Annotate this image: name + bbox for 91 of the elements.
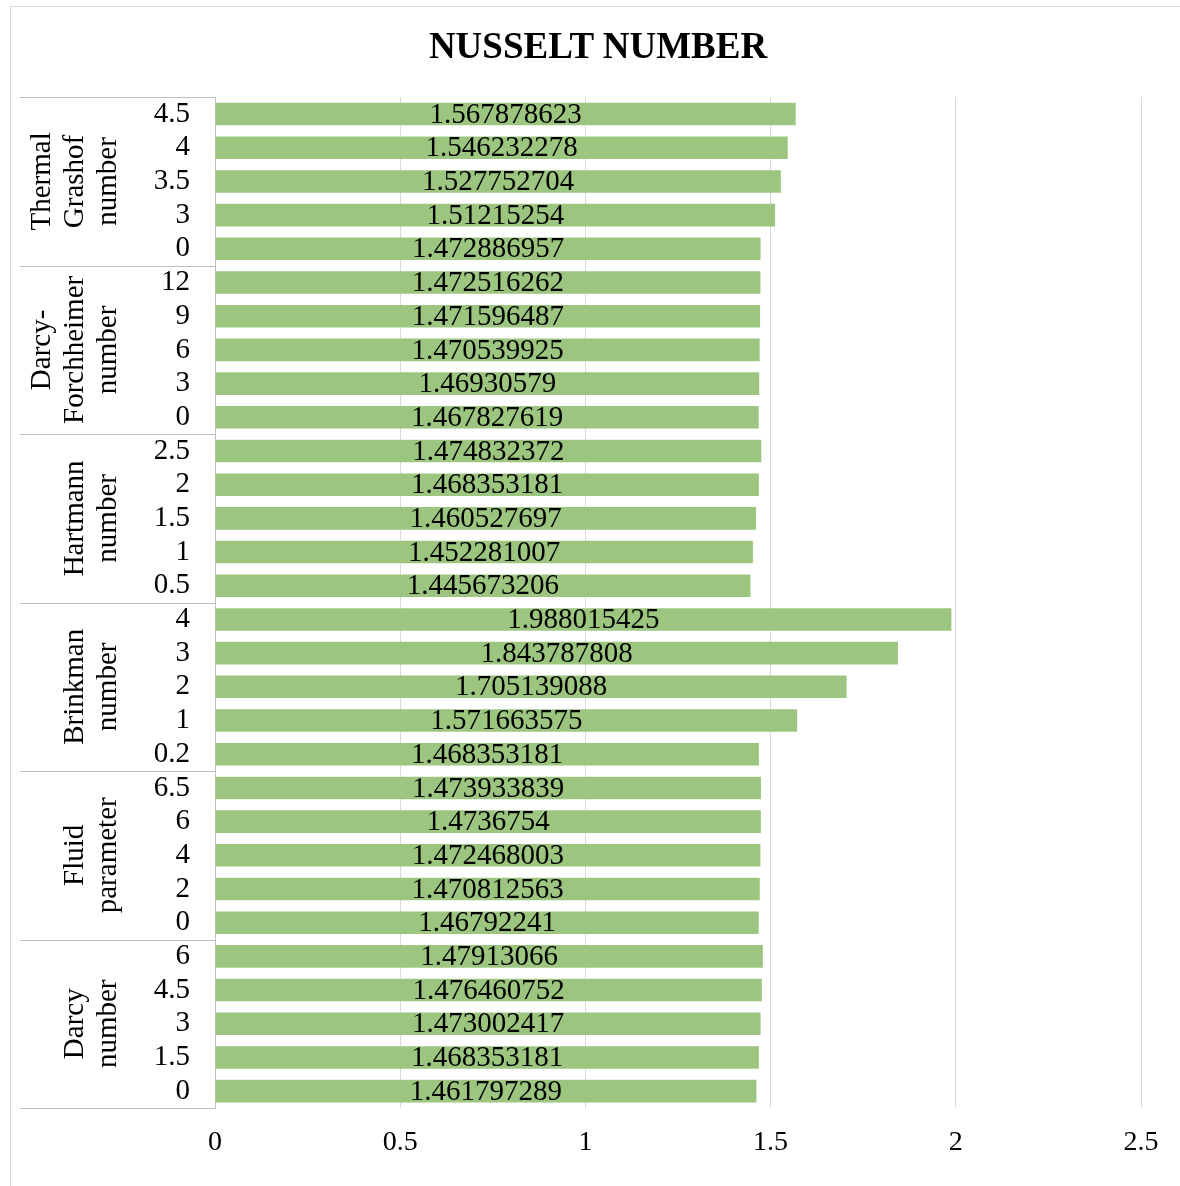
x-tick-label: 1 (578, 1125, 593, 1157)
data-label: 1.546232278 (425, 130, 578, 163)
bar (215, 945, 763, 968)
data-label: 1.468353181 (411, 1040, 564, 1073)
bar (215, 507, 756, 530)
data-label: 1.445673206 (406, 568, 560, 601)
text: Darcy number (56, 979, 122, 1069)
x-tick-label: 2.5 (1123, 1125, 1159, 1157)
x-tick-label: 2 (948, 1125, 963, 1157)
bar (215, 1012, 761, 1036)
y-tick-label: 4 (175, 601, 191, 634)
y-tick-label: 6.5 (153, 769, 190, 802)
x-tick-label: 1.5 (753, 1125, 789, 1157)
data-label: 1.470539925 (411, 332, 564, 365)
y-tick-label: 2 (175, 466, 190, 499)
data-label: 1.473933839 (412, 770, 565, 803)
bar (215, 911, 759, 934)
data-label: 1.472886957 (411, 231, 565, 264)
data-label: 1.472516262 (411, 265, 565, 298)
bar (215, 372, 760, 395)
y-tick-label: 3 (175, 196, 190, 229)
data-label: 1.4736754 (426, 804, 551, 837)
y-tick-label: 6 (175, 803, 190, 836)
data-label: 1.843787808 (480, 635, 633, 668)
data-label: 1.705139088 (454, 669, 608, 702)
data-label: 1.51215254 (426, 197, 565, 230)
y-tick-label: 1.5 (153, 1039, 190, 1072)
data-label: 1.452281007 (408, 534, 561, 567)
text: Thermal Grashof number (23, 132, 122, 231)
bar (215, 742, 759, 766)
data-label: 1.527752704 (422, 164, 575, 197)
bar (215, 574, 751, 598)
y-tick-label: 0 (175, 230, 190, 263)
y-tick-label: 3 (175, 365, 190, 398)
x-tick-label: 0 (208, 1125, 222, 1157)
y-tick-label: 3 (175, 634, 190, 667)
data-label: 1.467827619 (410, 399, 564, 432)
y-tick-label: 2.5 (153, 432, 190, 465)
bar (215, 170, 781, 193)
data-label: 1.471596487 (411, 298, 564, 331)
bar (215, 473, 759, 496)
bar (215, 608, 952, 631)
text: Brinkman number (56, 628, 122, 745)
y-tick-label: 2 (175, 870, 190, 903)
bar (215, 136, 788, 160)
bar (215, 1046, 759, 1069)
data-label: 1.460527697 (409, 500, 562, 533)
y-tick-label: 12 (161, 264, 190, 297)
data-label: 1.46930579 (418, 366, 557, 399)
text: Hartmann number (56, 459, 122, 577)
data-label: 1.571663575 (430, 703, 583, 736)
y-tick-label: 4.5 (153, 95, 190, 128)
data-label: 1.47913066 (420, 938, 559, 971)
y-tick-label: 0 (175, 398, 190, 431)
y-tick-label: 3 (175, 1005, 190, 1038)
text: Fluid parameter (56, 797, 122, 914)
bar (215, 406, 759, 429)
y-tick-label: 4 (175, 129, 191, 162)
data-label: 1.46792241 (418, 905, 556, 938)
data-label: 1.474832372 (412, 433, 565, 466)
bar (215, 810, 761, 833)
y-tick-label: 0 (175, 904, 190, 937)
y-tick-label: 0.2 (153, 735, 190, 768)
data-label: 1.461797289 (409, 1073, 563, 1106)
data-label: 1.472468003 (411, 837, 565, 870)
data-label: 1.470812563 (411, 871, 564, 904)
y-tick-label: 1.5 (153, 499, 190, 532)
data-label: 1.473002417 (411, 1006, 565, 1039)
data-label: 1.468353181 (411, 736, 564, 769)
y-tick-label: 1 (175, 533, 190, 566)
y-tick-label: 0.5 (153, 567, 190, 600)
y-tick-label: 6 (175, 937, 190, 970)
y-tick-label: 9 (175, 297, 190, 330)
y-tick-label: 1 (175, 702, 190, 735)
y-tick-label: 3.5 (153, 163, 190, 196)
bar (215, 203, 776, 227)
y-tick-label: 6 (175, 331, 190, 364)
y-tick-label: 2 (175, 668, 190, 701)
chart-title: NUSSELT NUMBER (428, 24, 769, 66)
y-tick-label: 4 (175, 836, 191, 869)
y-tick-label: 0 (175, 1072, 190, 1105)
y-tick-label: 4.5 (153, 971, 190, 1004)
data-label: 1.468353181 (411, 467, 564, 500)
x-tick-label: 0.5 (382, 1125, 418, 1157)
data-label: 1.988015425 (507, 602, 660, 635)
bar (215, 844, 761, 867)
data-label: 1.567878623 (429, 96, 582, 129)
bar (215, 271, 761, 294)
bar (215, 709, 798, 732)
text: Darcy-Forchheimer number (23, 275, 122, 424)
data-label: 1.476460752 (412, 972, 565, 1005)
